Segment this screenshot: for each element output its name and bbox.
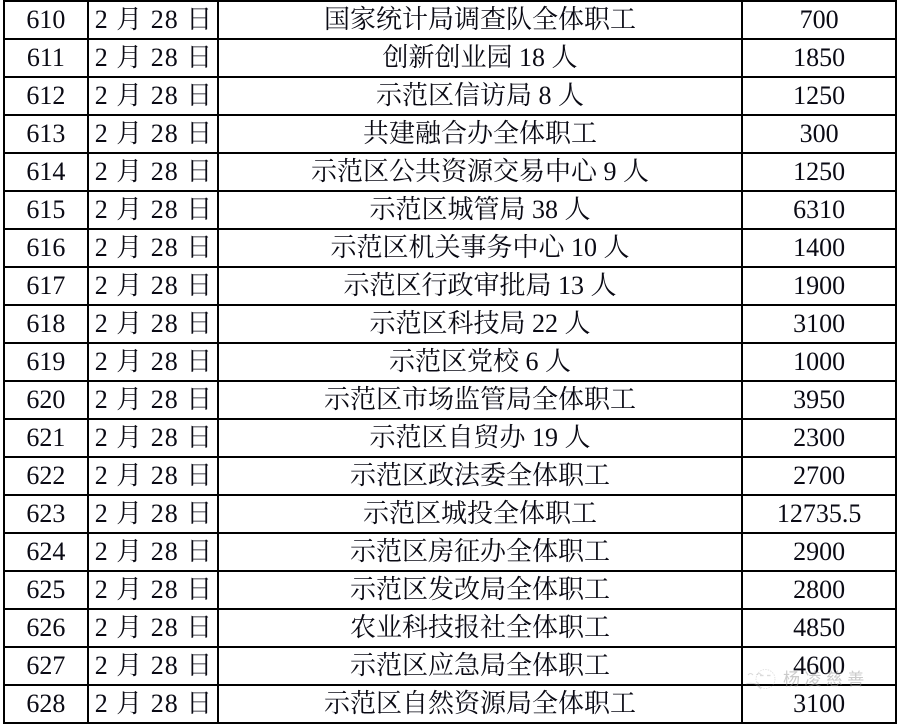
svg-text:杨凌慈善: 杨凌慈善 — [783, 670, 869, 689]
